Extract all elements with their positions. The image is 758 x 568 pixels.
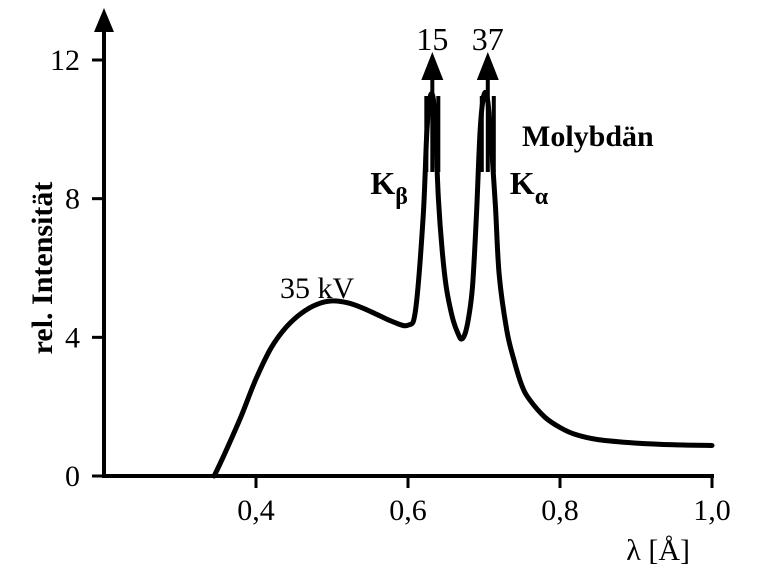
peak-name-main: K bbox=[510, 165, 535, 201]
x-ticks: 0,4 0,6 0,8 1,0 bbox=[237, 476, 731, 527]
spectrum-line bbox=[211, 90, 715, 479]
peak-name-sub: α bbox=[535, 184, 549, 210]
x-tick-label: 0,6 bbox=[389, 494, 427, 527]
peak-name-label: Kβ bbox=[370, 165, 408, 210]
element-annotation: Molybdän bbox=[522, 120, 654, 153]
y-tick-label: 8 bbox=[65, 183, 80, 216]
x-tick-label: 0,4 bbox=[237, 494, 275, 527]
voltage-annotation: 35 kV bbox=[280, 272, 355, 305]
peak-name-label: Kα bbox=[510, 165, 549, 210]
x-tick-label: 1,0 bbox=[693, 494, 731, 527]
y-tick-label: 4 bbox=[65, 321, 80, 354]
peak-value-label: 37 bbox=[472, 21, 504, 57]
peak-arrow-head bbox=[421, 52, 444, 80]
x-axis-title: λ [Å] bbox=[626, 534, 690, 567]
peak-name-main: K bbox=[370, 165, 395, 201]
y-axis-arrow bbox=[94, 8, 114, 32]
x-tick-label: 0,8 bbox=[541, 494, 579, 527]
peak-value-label: 15 bbox=[416, 21, 448, 57]
y-axis-title: rel. Intensität bbox=[26, 182, 59, 355]
y-tick-label: 12 bbox=[50, 44, 80, 77]
y-ticks: 0 4 8 12 bbox=[50, 44, 104, 493]
peak-k-beta: 15 Kβ bbox=[370, 21, 448, 210]
peak-arrow-head bbox=[476, 52, 499, 80]
y-tick-label: 0 bbox=[65, 460, 80, 493]
axes bbox=[94, 8, 714, 478]
peak-name-sub: β bbox=[395, 184, 408, 210]
peak-markers: 15 Kβ 37 Kα bbox=[370, 21, 548, 210]
peak-k-alpha: 37 Kα bbox=[472, 21, 549, 210]
